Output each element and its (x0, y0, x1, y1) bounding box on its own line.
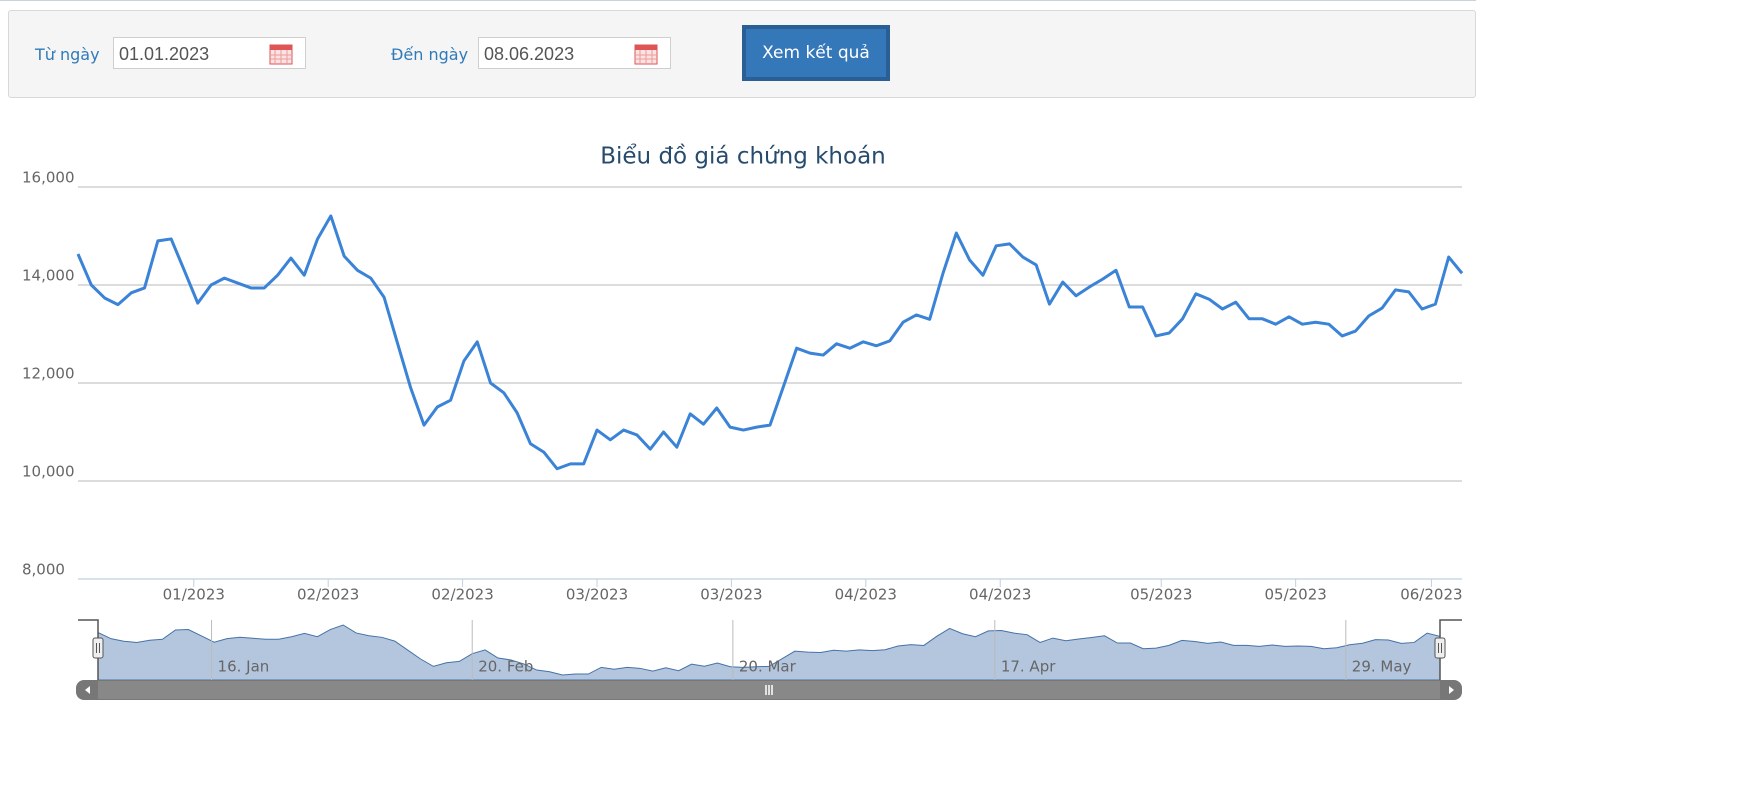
navigator-handle[interactable] (1434, 637, 1446, 659)
navigator-area (97, 624, 1441, 681)
top-border (0, 0, 1476, 1)
submit-button[interactable]: Xem kết quả (742, 25, 890, 81)
x-tick-label: 02/2023 (297, 586, 359, 604)
x-tick-label: 02/2023 (431, 586, 493, 604)
x-tick-label: 03/2023 (700, 586, 762, 604)
navigator-tick-label: 17. Apr (1001, 658, 1056, 676)
navigator-tick-label: 16. Jan (218, 658, 270, 676)
handle-grip (1438, 643, 1442, 653)
x-tick-label: 04/2023 (835, 586, 897, 604)
y-tick-label: 12,000 (22, 365, 75, 383)
x-tick-label: 05/2023 (1264, 586, 1326, 604)
to-label: Đến ngày (391, 45, 469, 64)
calendar-icon[interactable] (269, 43, 293, 65)
y-tick-label: 8,000 (22, 561, 65, 579)
to-date-input[interactable]: 08.06.2023 (478, 37, 671, 69)
x-tick-label: 01/2023 (163, 586, 225, 604)
x-tick-label: 05/2023 (1130, 586, 1192, 604)
from-date-input[interactable]: 01.01.2023 (113, 37, 306, 69)
navigator-tick-label: 20. Feb (478, 658, 533, 676)
x-tick-label: 03/2023 (566, 586, 628, 604)
x-tick-label: 04/2023 (969, 586, 1031, 604)
to-date-value: 08.06.2023 (484, 44, 575, 64)
scroll-left-arrow[interactable] (85, 686, 90, 694)
y-tick-label: 10,000 (22, 463, 75, 481)
y-tick-label: 14,000 (22, 267, 75, 285)
scrollbar-grip (765, 685, 773, 695)
y-tick-label: 16,000 (22, 169, 75, 187)
button-label: Xem kết quả (746, 29, 886, 77)
chart-title: Biểu đồ giá chứng khoán (600, 144, 886, 170)
date-form: Từ ngày 01.01.2023 Đến ngày 08.06.2023 X… (8, 10, 1476, 98)
x-tick-label: 06/2023 (1400, 586, 1462, 604)
price-line (76, 214, 1464, 471)
navigator-tick-label: 20. Mar (739, 658, 797, 676)
from-label: Từ ngày (35, 45, 100, 64)
navigator-tick-label: 29. May (1352, 658, 1412, 676)
handle-grip (96, 643, 100, 653)
navigator-outline (78, 619, 1462, 680)
chart: Biểu đồ giá chứng khoán 8,000 10,000 12,00… (22, 144, 1464, 700)
from-date-value: 01.01.2023 (119, 44, 210, 64)
navigator-handle[interactable] (92, 637, 104, 659)
scroll-right-arrow[interactable] (1449, 686, 1454, 694)
calendar-icon[interactable] (634, 43, 658, 65)
